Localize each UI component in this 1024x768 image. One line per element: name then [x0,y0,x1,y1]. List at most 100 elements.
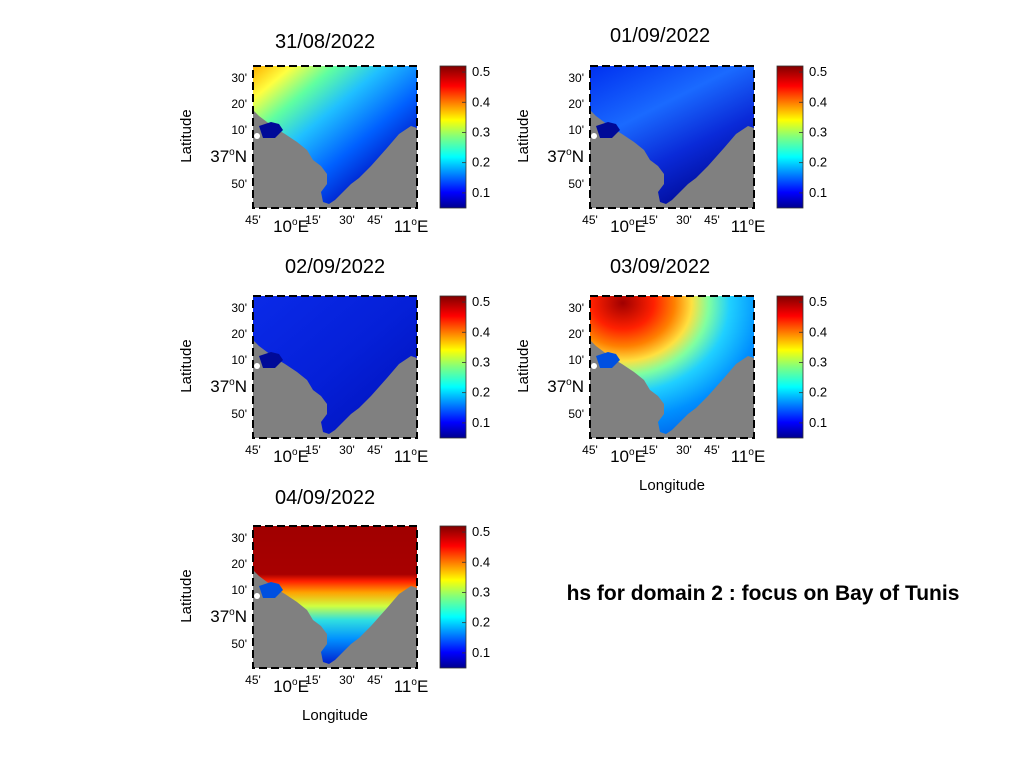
colorbar-tick-label: 0.2 [472,615,490,630]
lon-tick-label: 10oE [273,217,309,236]
sea-hs-field [253,66,417,204]
colorbar [776,295,804,439]
colorbar-tick-label: 0.2 [809,385,827,400]
lon-tick-label: 10oE [273,677,309,696]
lagoon-of-tunis [596,352,620,368]
panel-date-title: 04/09/2022 [275,487,376,509]
lat-tick-label: 10' [568,123,584,137]
y-axis-label: Latitude [178,569,195,622]
x-axis-label: Longitude [639,477,705,494]
lon-tick-label: 15' [642,213,658,227]
islet-marker [254,133,260,139]
colorbar-tick-label: 0.5 [809,294,827,309]
lon-tick-label: 10oE [610,217,646,236]
panel-date-title: 01/09/2022 [610,25,711,47]
lon-tick-label: 11oE [394,677,429,696]
lon-tick-label: 30' [339,673,355,687]
lon-tick-label: 11oE [394,447,429,466]
colorbar-tick-label: 0.3 [472,124,490,139]
colorbar-tick-label: 0.1 [472,185,490,200]
lat-tick-label: 30' [568,301,584,315]
lon-tick-label: 15' [305,443,321,457]
sea-hs-field [590,66,754,204]
lon-tick-label: 45' [367,673,383,687]
lon-tick-label: 45' [367,443,383,457]
lon-tick-label: 15' [305,673,321,687]
colorbar-tick-label: 0.5 [809,64,827,79]
y-axis-label: Latitude [178,339,195,392]
panel-date-title: 03/09/2022 [610,256,711,278]
lat-tick-label: 37oN [547,377,584,396]
colorbar-tick-label: 0.4 [472,94,490,109]
lat-tick-label: 37oN [210,377,247,396]
lon-tick-label: 30' [676,443,692,457]
lat-tick-label: 50' [568,177,584,191]
x-axis-label: Longitude [302,707,368,724]
lat-tick-label: 10' [231,353,247,367]
lon-tick-label: 30' [676,213,692,227]
colorbar-tick-label: 0.4 [809,94,827,109]
lon-tick-label: 45' [704,213,720,227]
lat-tick-label: 10' [231,123,247,137]
lat-tick-label: 50' [568,407,584,421]
colorbar-tick-label: 0.1 [809,415,827,430]
lat-tick-label: 10' [568,353,584,367]
lat-tick-label: 20' [568,97,584,111]
islet-marker [254,593,260,599]
lon-tick-label: 45' [704,443,720,457]
figure-caption: hs for domain 2 : focus on Bay of Tunis [566,582,960,605]
lon-tick-label: 11oE [731,447,766,466]
map-frame [252,295,418,439]
lat-tick-label: 50' [231,177,247,191]
lat-tick-label: 37oN [210,607,247,626]
lon-tick-label: 30' [339,443,355,457]
colorbar-tick-label: 0.3 [472,584,490,599]
colorbar-tick-label: 0.1 [472,415,490,430]
colorbar-tick-label: 0.3 [809,124,827,139]
islet-marker [591,133,597,139]
colorbar [776,65,804,209]
lon-tick-label: 30' [339,213,355,227]
islet-marker [591,363,597,369]
sea-hs-field [590,296,754,434]
lat-tick-label: 50' [231,637,247,651]
lon-tick-label: 10oE [273,447,309,466]
sea-hs-field [253,296,417,434]
lat-tick-label: 30' [568,71,584,85]
lon-tick-label: 45' [582,213,598,227]
lon-tick-label: 45' [245,443,261,457]
panel-date-title: 02/09/2022 [285,256,386,278]
lagoon-of-tunis [259,122,283,138]
map-frame [252,525,418,669]
colorbar-tick-label: 0.1 [809,185,827,200]
lat-tick-label: 50' [231,407,247,421]
y-axis-label: Latitude [178,109,195,162]
colorbar-tick-label: 0.1 [472,645,490,660]
lon-tick-label: 15' [305,213,321,227]
y-axis-label: Latitude [515,339,532,392]
map-frame [589,295,755,439]
y-axis-label: Latitude [515,109,532,162]
colorbar [439,525,467,669]
lon-tick-label: 11oE [731,217,766,236]
colorbar-tick-label: 0.2 [472,155,490,170]
lat-tick-label: 20' [231,327,247,341]
sea-hs-field [253,526,417,664]
colorbar-tick-label: 0.2 [472,385,490,400]
colorbar [439,295,467,439]
colorbar-tick-label: 0.5 [472,64,490,79]
lat-tick-label: 20' [568,327,584,341]
colorbar-tick-label: 0.2 [809,155,827,170]
colorbar [439,65,467,209]
lat-tick-label: 37oN [547,147,584,166]
lat-tick-label: 10' [231,583,247,597]
lon-tick-label: 45' [582,443,598,457]
colorbar-tick-label: 0.3 [809,354,827,369]
colorbar-tick-label: 0.5 [472,524,490,539]
lon-tick-label: 45' [245,213,261,227]
